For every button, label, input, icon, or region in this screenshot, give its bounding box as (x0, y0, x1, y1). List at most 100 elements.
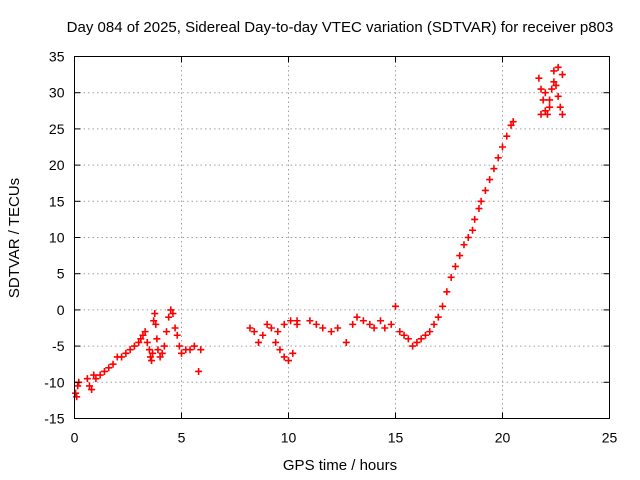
data-point (74, 382, 82, 390)
data-point (537, 85, 545, 93)
y-tick-label: -5 (52, 338, 65, 354)
data-point (250, 328, 258, 336)
data-point (503, 132, 511, 140)
data-point (169, 310, 177, 318)
data-point (342, 338, 350, 346)
data-point (90, 371, 98, 379)
data-point (421, 331, 429, 339)
y-axis-label: SDTVAR / TECUs (6, 178, 23, 298)
data-point (381, 324, 389, 332)
data-point (246, 324, 254, 332)
data-point (546, 96, 554, 104)
data-point (186, 346, 194, 354)
data-point (417, 335, 425, 343)
data-point (178, 349, 185, 357)
data-point (135, 338, 143, 346)
data-point (535, 74, 543, 82)
data-point (477, 197, 485, 205)
data-point (543, 110, 551, 118)
data-point (359, 317, 367, 325)
data-point (456, 252, 464, 260)
data-point (83, 375, 91, 383)
data-point (486, 176, 494, 184)
data-point (151, 310, 159, 318)
data-point (173, 331, 181, 339)
data-point (165, 313, 173, 321)
data-point (396, 328, 404, 336)
x-axis-label: GPS time / hours (283, 457, 397, 474)
data-point (195, 367, 203, 375)
data-point (319, 324, 327, 332)
data-point (541, 107, 549, 115)
data-point (130, 342, 138, 350)
data-point (443, 288, 451, 296)
data-point (175, 342, 183, 350)
data-point (366, 320, 374, 328)
data-point (475, 205, 483, 213)
data-point (349, 320, 357, 328)
x-tick-label: 20 (495, 430, 511, 446)
data-point (143, 338, 151, 346)
y-tick-label: 5 (57, 266, 65, 282)
data-point (499, 143, 506, 151)
y-tick-label: 25 (49, 121, 65, 137)
x-tick-label: 15 (388, 430, 404, 446)
data-point (150, 317, 158, 325)
chart-title: Day 084 of 2025, Sidereal Day-to-day VTE… (67, 19, 614, 36)
data-point (312, 320, 320, 328)
data-point (149, 349, 157, 357)
data-point (160, 342, 168, 350)
data-point (556, 103, 564, 111)
data-point (353, 313, 361, 321)
data-point (163, 328, 171, 336)
y-tick-label: 15 (49, 193, 65, 209)
data-point (494, 154, 502, 162)
data-point (558, 71, 566, 79)
data-point (469, 226, 477, 234)
data-point (276, 346, 284, 354)
data-points (72, 63, 566, 401)
data-point (537, 110, 545, 118)
data-point (255, 338, 263, 346)
data-point (554, 63, 562, 71)
data-point (392, 302, 399, 310)
data-point (370, 324, 378, 332)
y-tick-label: 10 (49, 230, 65, 246)
data-point (293, 320, 301, 328)
data-point (334, 324, 342, 332)
data-point (464, 234, 472, 241)
data-point (153, 335, 161, 343)
data-point (509, 118, 517, 126)
data-point (118, 353, 126, 361)
data-point (137, 335, 145, 343)
gridlines (74, 56, 610, 419)
y-tick-label: 30 (49, 85, 65, 101)
data-point (541, 89, 549, 97)
data-point (280, 353, 288, 361)
data-point (285, 357, 292, 365)
data-point (387, 320, 395, 328)
data-point (451, 262, 459, 270)
y-tick-label: 0 (57, 302, 65, 318)
data-point (154, 346, 162, 354)
data-point (426, 328, 434, 336)
data-point (148, 357, 156, 365)
data-point (100, 367, 108, 375)
data-point (552, 81, 560, 89)
data-point (289, 349, 297, 357)
data-point (490, 165, 498, 173)
data-point (274, 328, 282, 336)
data-point (158, 349, 166, 357)
data-point (263, 320, 271, 328)
data-point (190, 342, 198, 350)
y-tick-label: -10 (44, 374, 64, 390)
data-point (548, 85, 556, 93)
data-point (409, 342, 417, 350)
data-point (109, 360, 117, 368)
data-point (554, 92, 562, 100)
data-point (377, 317, 385, 325)
data-point (259, 331, 267, 339)
data-point (171, 324, 179, 332)
data-point (287, 317, 295, 325)
data-point (430, 320, 438, 328)
